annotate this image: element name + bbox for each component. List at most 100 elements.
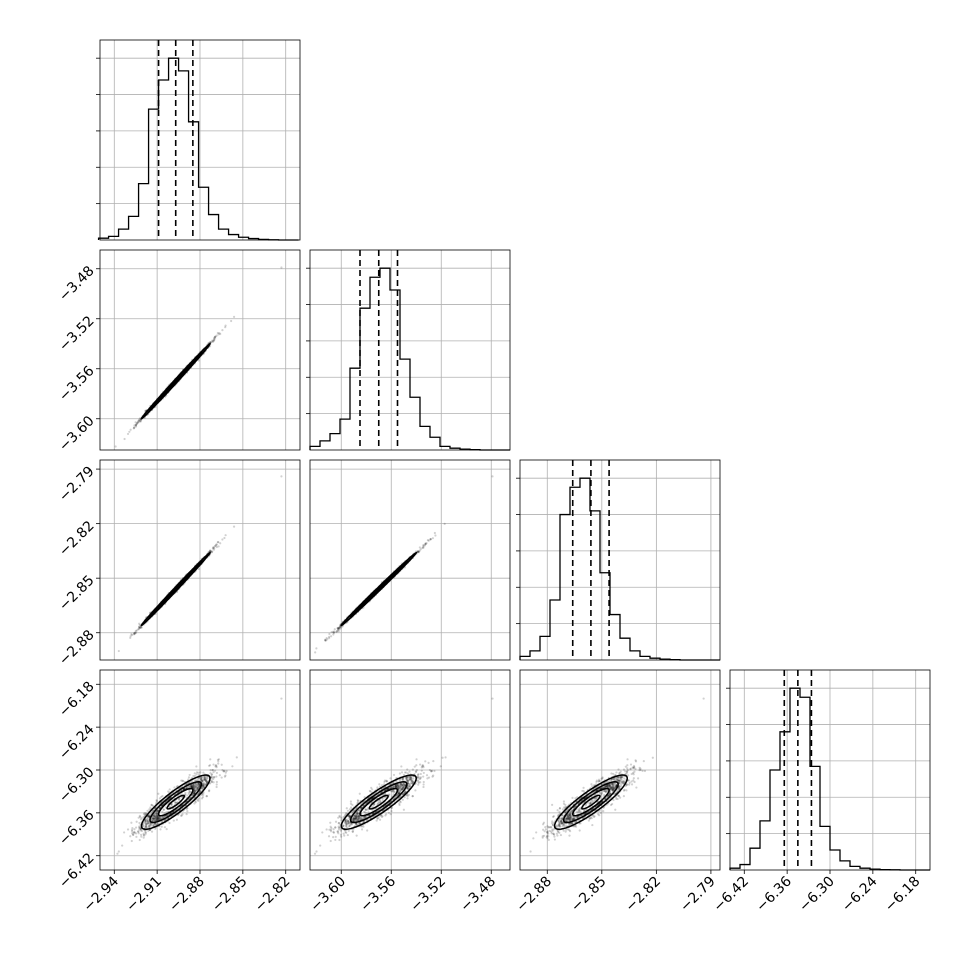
sample-point (417, 550, 420, 553)
sample-point (354, 816, 358, 819)
sample-point (196, 798, 199, 801)
sample-point (205, 780, 208, 783)
sample-point (205, 795, 208, 798)
sample-point (217, 762, 220, 765)
sample-point (134, 425, 138, 428)
sample-point (372, 804, 375, 807)
sample-point (207, 764, 211, 767)
sample-point (192, 792, 196, 795)
sample-point (334, 838, 337, 842)
sample-point (422, 780, 425, 784)
sample-point (330, 827, 333, 830)
sample-point (200, 779, 203, 782)
sample-point (138, 420, 141, 423)
sample-point (339, 627, 342, 630)
sample-point (211, 775, 214, 779)
sample-point (190, 785, 193, 788)
sample-point (351, 803, 354, 806)
sample-point (150, 818, 153, 821)
sample-point (186, 810, 189, 813)
sample-point (400, 788, 403, 791)
sample-point (408, 778, 411, 781)
sample-point (432, 760, 435, 763)
sample-point (138, 625, 141, 629)
sample-point (153, 818, 156, 821)
sample-point (392, 785, 395, 788)
sample-point (156, 822, 159, 825)
sample-point (383, 793, 387, 796)
sample-point (337, 626, 341, 629)
sample-point (213, 769, 217, 772)
sample-point (145, 822, 148, 826)
sample-point (154, 812, 158, 816)
sample-point (144, 825, 147, 828)
sample-point (424, 760, 427, 763)
sample-point (398, 785, 401, 788)
sample-point (332, 633, 335, 636)
sample-point (354, 817, 358, 820)
sample-point (155, 814, 159, 817)
sample-point (329, 828, 333, 832)
sample-point (151, 817, 154, 820)
hist-panel-3 (726, 669, 931, 871)
sample-point (202, 784, 205, 787)
sample-point (150, 804, 153, 807)
sample-point (154, 815, 157, 818)
panel-frame (99, 39, 301, 241)
sample-point (416, 551, 419, 554)
sample-point (156, 816, 160, 819)
sample-point (154, 827, 157, 830)
sample-point (377, 801, 380, 805)
sample-point (394, 785, 397, 788)
sample-point (200, 778, 203, 781)
sample-point (194, 801, 197, 804)
sample-point (193, 788, 196, 791)
sample-point (202, 783, 205, 786)
sample-point (400, 785, 403, 788)
sample-point (215, 783, 218, 786)
sample-point (401, 788, 404, 791)
sample-point (191, 786, 194, 789)
sample-point (203, 784, 206, 787)
sample-point (212, 339, 216, 342)
sample-point (154, 815, 157, 818)
sample-point (139, 626, 142, 629)
sample-point (155, 818, 159, 821)
sample-point (411, 782, 414, 785)
sample-point (364, 811, 367, 814)
panel-frame (99, 249, 301, 451)
sample-point (353, 817, 356, 820)
sample-point (336, 628, 340, 631)
sample-point (204, 780, 207, 783)
sample-point (391, 785, 395, 788)
sample-point (354, 816, 357, 819)
sample-point (426, 539, 430, 542)
sample-point (338, 628, 341, 631)
sample-point (208, 789, 211, 792)
contour-0.5-sigma (166, 370, 186, 392)
sample-point (197, 787, 200, 790)
sample-point (373, 803, 376, 806)
sample-point (354, 816, 357, 819)
sample-point (193, 792, 196, 795)
sample-point (335, 630, 338, 634)
sample-point (199, 789, 202, 792)
sample-point (414, 770, 417, 773)
sample-point (197, 567, 200, 571)
sample-point (174, 800, 177, 804)
sample-point (427, 761, 430, 764)
sample-point (204, 776, 207, 780)
sample-point (146, 819, 149, 822)
sample-point (145, 825, 148, 828)
sample-point (324, 638, 327, 641)
sample-point (202, 784, 205, 787)
sample-point (157, 816, 160, 819)
scatter-panel-3-1 (309, 669, 511, 871)
sample-point (358, 821, 362, 825)
sample-point (217, 333, 220, 336)
sample-point (137, 628, 140, 631)
sample-point (197, 783, 200, 786)
scatter-panel-2-1 (309, 459, 511, 661)
sample-point (359, 817, 362, 820)
sample-point (415, 758, 418, 761)
